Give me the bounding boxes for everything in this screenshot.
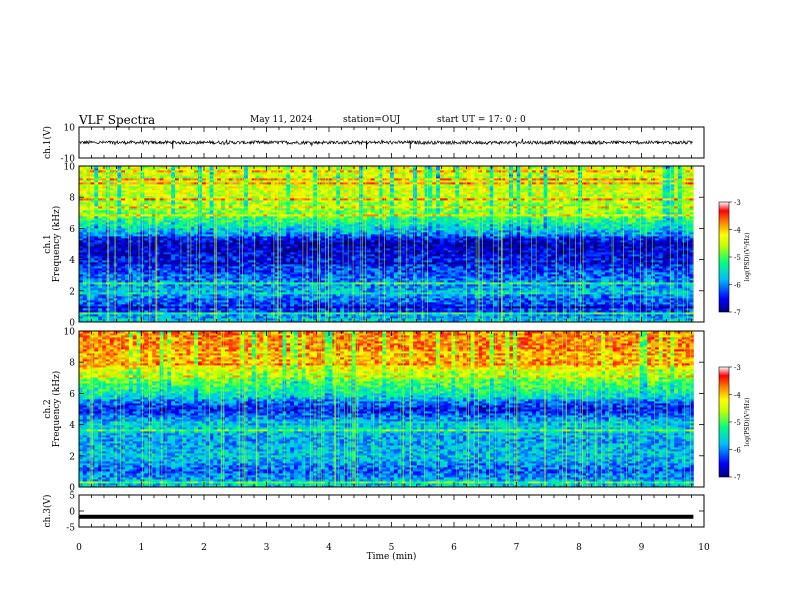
y-tick-label: 10 — [64, 124, 76, 134]
y-axis-label: ch.1(V) — [42, 126, 53, 159]
ch1-waveform-trace — [79, 139, 693, 147]
